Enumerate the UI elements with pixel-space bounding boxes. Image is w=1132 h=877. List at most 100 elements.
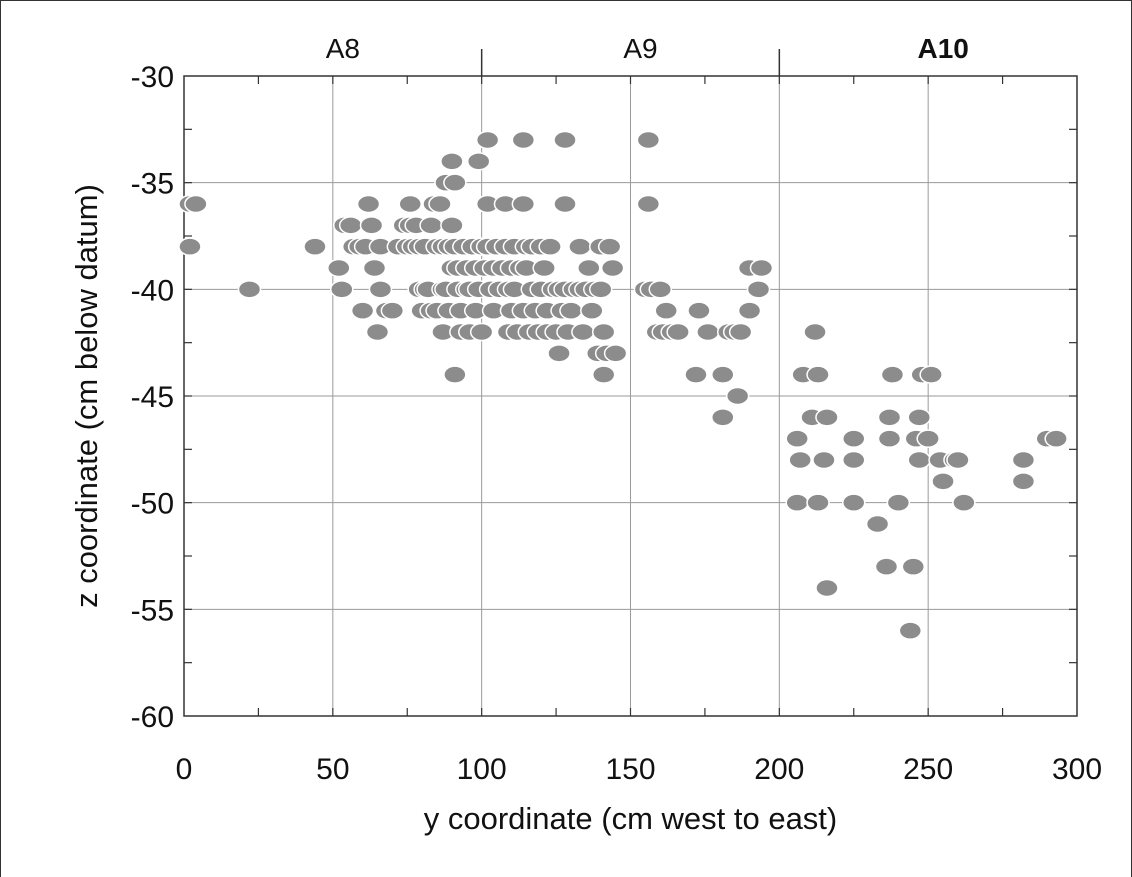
data-point — [815, 408, 839, 427]
data-point — [877, 408, 902, 427]
data-point — [636, 130, 661, 150]
data-point — [603, 344, 628, 363]
data-point — [571, 322, 595, 342]
data-point — [788, 450, 812, 470]
section-label: A9 — [623, 33, 657, 64]
data-point — [350, 301, 375, 320]
data-point — [398, 194, 422, 214]
data-point — [588, 280, 613, 299]
data-point — [440, 216, 464, 235]
y-tick-label: -35 — [131, 168, 174, 201]
data-point — [178, 237, 202, 256]
section-labels: A8 A9 A10 — [326, 33, 969, 64]
section-dividers — [480, 49, 781, 76]
data-point — [568, 237, 592, 256]
section-label: A8 — [326, 33, 360, 64]
data-point — [907, 408, 931, 427]
x-axis-title: y coordinate (cm west to east) — [424, 801, 838, 836]
data-point — [559, 301, 583, 320]
data-point — [746, 280, 771, 299]
data-point — [591, 322, 616, 342]
data-point — [511, 130, 536, 150]
data-point — [725, 386, 750, 406]
data-point — [356, 194, 381, 214]
data-point — [806, 493, 830, 512]
data-point — [443, 365, 467, 384]
y-tick-label: -45 — [131, 381, 174, 414]
data-point — [443, 173, 467, 192]
data-point — [666, 322, 690, 342]
data-point — [330, 280, 354, 299]
y-axis-tick-labels: -30 -35 -40 -45 -50 -55 -60 — [131, 61, 174, 734]
x-tick-label: 0 — [176, 753, 193, 786]
data-point — [842, 429, 866, 448]
data-point — [362, 258, 387, 278]
data-point — [916, 429, 940, 448]
data-point — [440, 152, 464, 171]
data-point — [806, 365, 830, 384]
data-point — [901, 557, 926, 576]
data-point — [907, 450, 931, 470]
data-point — [553, 130, 577, 150]
y-tick-label: -50 — [131, 488, 174, 521]
data-point — [591, 365, 616, 384]
section-label: A10 — [917, 33, 968, 64]
data-point — [368, 280, 393, 299]
x-tick-label: 100 — [457, 753, 507, 786]
data-point — [327, 258, 351, 278]
data-point — [812, 450, 836, 470]
data-point — [338, 216, 363, 235]
data-point — [428, 194, 452, 214]
data-point — [580, 301, 604, 320]
data-point — [380, 301, 405, 320]
data-point — [880, 365, 905, 384]
x-tick-label: 300 — [1052, 753, 1102, 786]
data-point — [303, 237, 327, 256]
data-point — [815, 578, 839, 598]
data-points — [178, 130, 1068, 640]
data-point — [711, 365, 735, 384]
y-axis-title: z coordinate (cm below datum) — [69, 184, 104, 608]
x-tick-label: 250 — [903, 753, 953, 786]
y-tick-label: -60 — [131, 701, 174, 734]
data-point — [711, 408, 735, 427]
minor-ticks — [184, 76, 1077, 716]
data-point — [865, 514, 890, 534]
data-point — [475, 130, 500, 150]
data-point — [687, 301, 711, 320]
data-point — [184, 194, 208, 214]
data-point — [538, 237, 562, 256]
data-point — [547, 344, 571, 363]
data-point — [469, 322, 494, 342]
data-point — [877, 429, 902, 448]
data-point — [1011, 450, 1036, 470]
data-point — [785, 429, 809, 448]
data-point — [237, 280, 262, 299]
data-point — [737, 301, 762, 320]
data-point — [365, 322, 390, 342]
x-tick-label: 50 — [316, 753, 349, 786]
data-point — [359, 216, 384, 235]
y-tick-label: -40 — [131, 274, 174, 307]
data-point — [696, 322, 720, 342]
data-point — [684, 365, 708, 384]
x-tick-label: 150 — [605, 753, 655, 786]
y-tick-label: -30 — [131, 61, 174, 94]
data-point — [1044, 429, 1068, 448]
data-point — [842, 450, 866, 470]
data-point — [466, 152, 491, 171]
x-tick-label: 200 — [754, 753, 804, 786]
data-point — [898, 621, 923, 640]
data-point — [419, 216, 443, 235]
data-point — [577, 258, 601, 278]
data-point — [597, 237, 622, 256]
grid — [183, 75, 1078, 717]
y-tick-label: -55 — [131, 594, 174, 627]
data-point — [785, 493, 809, 512]
data-point — [874, 557, 899, 576]
data-point — [1011, 472, 1036, 491]
data-point — [600, 258, 625, 278]
data-point — [946, 450, 970, 470]
data-point — [919, 365, 943, 384]
